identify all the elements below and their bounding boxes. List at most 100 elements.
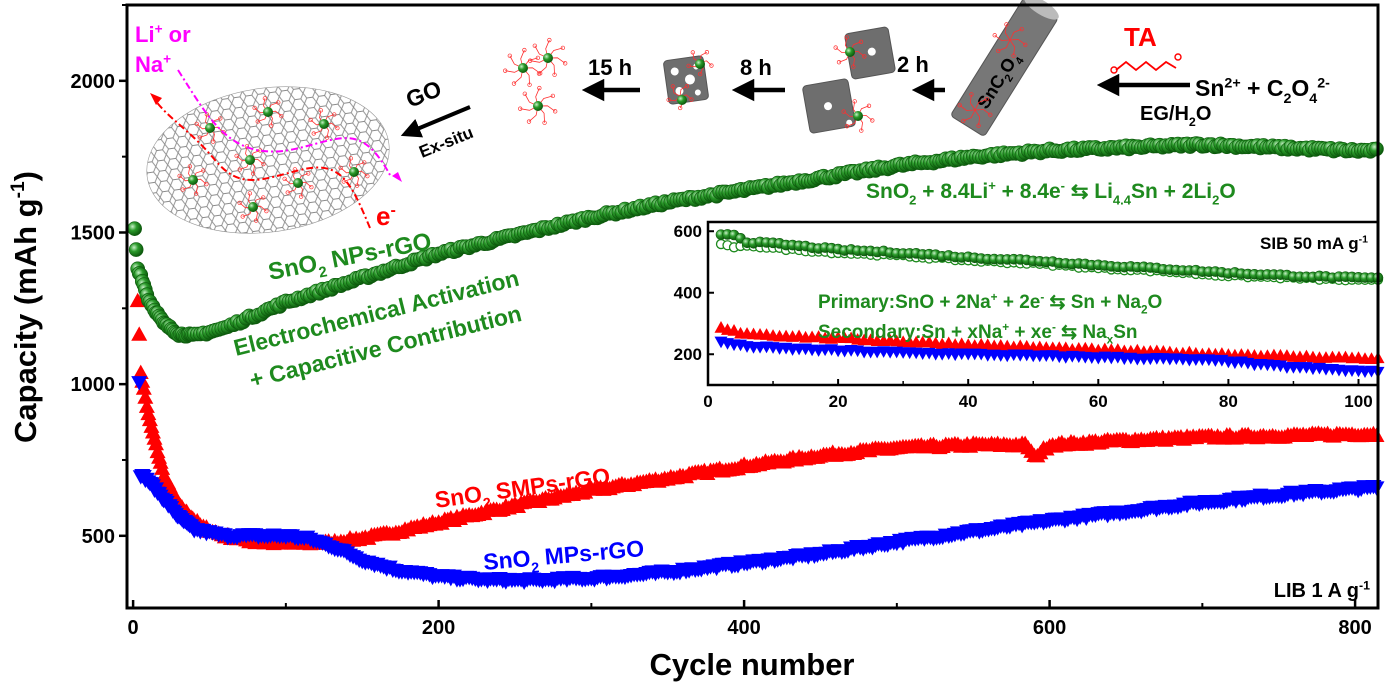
data-point [148, 435, 165, 451]
sno2-nanoparticle [518, 63, 528, 73]
solvent-label: EG/H2O [1140, 103, 1211, 129]
y-tick-label: 1000 [71, 374, 116, 396]
main-plot-series [127, 136, 1385, 590]
series-triangle-up-1 [129, 292, 1385, 551]
go-label: GO [402, 75, 445, 113]
data-point [128, 242, 144, 257]
ta-ligand [1009, 39, 1016, 56]
inset-x-tick-label: 60 [1089, 392, 1108, 411]
data-point [1369, 141, 1384, 157]
data-point [129, 292, 146, 308]
sno2-nanoparticle [853, 111, 863, 121]
ta-ligand [998, 39, 1011, 52]
etched-plate-1 [844, 26, 896, 80]
sno2-nanoparticle [533, 101, 543, 111]
graphene-sheet [146, 86, 390, 234]
x-tick-label: 600 [1033, 617, 1066, 639]
plot-frame [125, 3, 1380, 610]
step-8h-label: 8 h [740, 55, 772, 80]
ta-ligand [1009, 28, 1022, 41]
synthesis-schematic: Li+ or Na+ e- GO Ex-situ 15 h 8 h 2 h SnC2O4 TA EG… [135, 0, 1330, 234]
sib-current-label: SIB 50 mA g-1 [1260, 234, 1368, 253]
sno2-nanoparticle [293, 178, 303, 188]
primary-reaction: Primary:SnO + 2Na+ + 2e- ⇆ Sn + Na2O [818, 291, 1162, 317]
x-tick-label: 200 [422, 617, 455, 639]
data-point [1368, 481, 1385, 496]
ta-ligand [672, 86, 681, 97]
data-point [135, 380, 152, 395]
inset-x-tick-label: 100 [1344, 392, 1372, 411]
go-arrow [400, 105, 471, 138]
electron-path-arrow [154, 99, 371, 229]
etched-plate-2 [802, 78, 856, 134]
data-point [131, 326, 148, 341]
inset-sib-chart: 0 20 40 60 80 100 200 400 600 SIB 50 mA g-1 Primar… [674, 220, 1385, 411]
y-tick-label: 1500 [71, 222, 116, 244]
inset-x-tick-label: 40 [959, 392, 978, 411]
inset-y-tick-label: 400 [674, 284, 702, 303]
ta-ligand [974, 109, 981, 126]
ta-ligand [963, 109, 976, 122]
ta-ligand [994, 34, 1011, 41]
secondary-reaction: Secondary:Sn + xNa+ + xe- ⇆ NaxSn [818, 321, 1137, 347]
ta-ligand [679, 85, 688, 97]
data-point [138, 398, 155, 413]
ta-molecule-icon [1115, 60, 1177, 72]
y-axis-title: Capacity (mAh g-1) [8, 171, 43, 443]
inset-series-circle-1 [715, 229, 1384, 284]
exsitu-label: Ex-situ [416, 123, 476, 162]
ta-ligand [1009, 39, 1026, 46]
snc2o4-rod: SnC2O4 [951, 0, 1059, 136]
sno2-nanoparticle [263, 107, 273, 117]
sno2-nanoparticle [543, 53, 553, 63]
ion-path-arrow [177, 69, 391, 176]
series-circle-0 [127, 136, 1384, 344]
inset-series-triangle-down-3 [714, 336, 1385, 379]
data-point [132, 364, 149, 380]
electron-label: e- [376, 201, 396, 231]
series-triangle-down-2 [131, 376, 1385, 590]
data-point [154, 460, 171, 475]
lib-reaction: SnO2 + 8.4Li+ + 8.4e- ⇆ Li4.4Sn + 2Li2O [866, 178, 1236, 207]
inset-x-tick-label: 0 [703, 392, 712, 411]
x-tick-label: 400 [727, 617, 760, 639]
data-point [127, 221, 142, 236]
x-tick-label: 800 [1338, 617, 1371, 639]
sno2-nanoparticle [845, 47, 855, 57]
inset-x-tick-label: 20 [829, 392, 848, 411]
ta-ligand [974, 98, 987, 111]
series-label-mps: SnO2 MPs-rGO [482, 535, 645, 581]
sno2-nanoparticle [695, 59, 705, 69]
data-point [1368, 427, 1385, 442]
step-15h-label: 15 h [588, 55, 632, 80]
sno2-nanoparticle [319, 119, 329, 129]
data-point [137, 389, 154, 404]
sno2-nanoparticle [677, 95, 687, 105]
data-point [141, 411, 158, 427]
inset-x-tick-label: 80 [1219, 392, 1238, 411]
x-axis-title: Cycle number [649, 647, 854, 682]
inset-y-tick-label: 600 [674, 222, 702, 241]
y-tick-label: 500 [82, 526, 115, 548]
sno2-nanoparticle [188, 175, 198, 185]
ion-label: Na+ [135, 52, 171, 77]
x-tick-label: 0 [128, 617, 139, 639]
sno2-nanoparticle [248, 202, 258, 212]
data-point [131, 376, 148, 391]
sno2-nanoparticle [245, 155, 255, 165]
ta-label: TA [1124, 22, 1157, 52]
sno2-nanoparticle [349, 167, 359, 177]
y-tick-label: 2000 [71, 71, 116, 93]
precursor-label: Sn2+ + C2O42- [1195, 75, 1330, 107]
ta-ligand [959, 104, 976, 111]
ion-label: Li+ or [135, 22, 191, 47]
ta-ligand [969, 94, 976, 111]
sno2-nanoparticle [205, 123, 215, 133]
ta-ligand [974, 109, 991, 116]
lib-current-label: LIB 1 A g-1 [1274, 578, 1370, 602]
ta-ligand [1004, 24, 1011, 41]
step-2h-label: 2 h [897, 52, 929, 77]
inset-y-tick-label: 200 [674, 345, 702, 364]
